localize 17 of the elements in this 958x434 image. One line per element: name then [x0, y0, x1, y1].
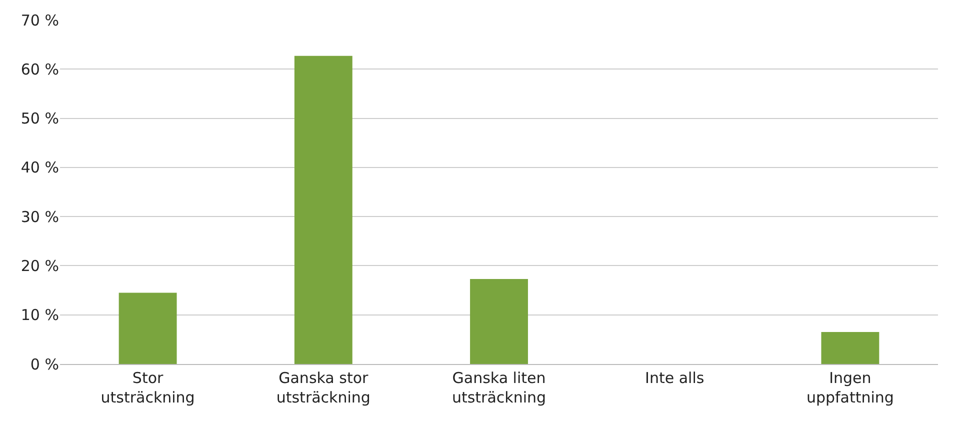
- y-tick-label: 0 %: [30, 355, 59, 374]
- bar: [294, 56, 352, 364]
- y-tick-label: 60 %: [20, 60, 59, 78]
- x-tick-label: Inte alls: [645, 369, 704, 387]
- y-tick-label: 50 %: [20, 110, 59, 128]
- x-tick-label: Ingen uppfattning: [806, 369, 894, 406]
- bar: [470, 278, 528, 364]
- x-tick-label: Ganska liten utsträckning: [452, 369, 546, 406]
- bar: [821, 332, 880, 364]
- bar: [118, 292, 177, 364]
- y-tick-label: 10 %: [20, 306, 59, 324]
- x-tick-label: Ganska stor utsträckning: [276, 369, 370, 406]
- x-tick-label: Stor utsträckning: [100, 369, 195, 406]
- y-tick-label: 30 %: [20, 208, 59, 226]
- y-tick-label: 40 %: [20, 158, 59, 177]
- y-tick-label: 20 %: [20, 256, 59, 275]
- y-tick-label: 70 %: [20, 11, 59, 30]
